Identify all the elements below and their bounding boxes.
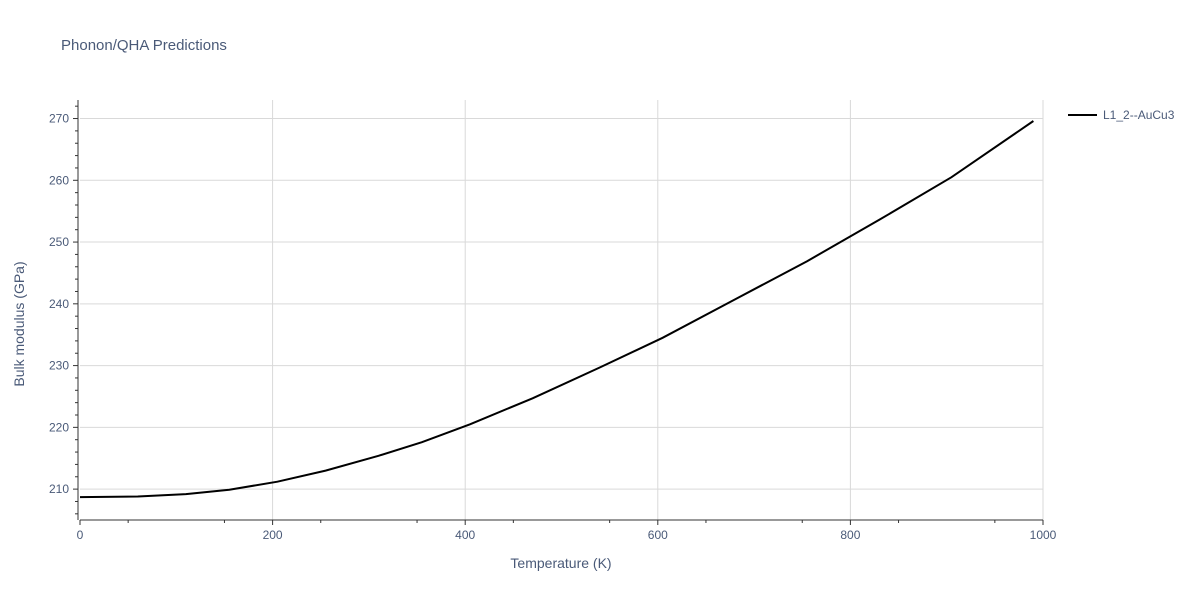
y-axis-title: Bulk modulus (GPa) — [11, 261, 27, 386]
legend-label: L1_2--AuCu3 — [1103, 108, 1175, 122]
y-tick-label: 240 — [49, 297, 69, 311]
x-tick-label: 400 — [455, 528, 475, 542]
series-line — [79, 120, 1034, 499]
y-axis-ticks: 210 220 230 240 250 260 270 — [49, 105, 78, 515]
x-tick-label: 0 — [77, 528, 84, 542]
y-tick-label: 250 — [49, 235, 69, 249]
x-axis-ticks: 0 200 400 600 800 1000 — [77, 520, 1057, 542]
x-tick-label: 600 — [648, 528, 668, 542]
y-gridlines — [80, 118, 1043, 490]
x-tick-label: 200 — [263, 528, 283, 542]
series-layer — [79, 120, 1034, 499]
chart-title: Phonon/QHA Predictions — [61, 37, 227, 54]
y-tick-label: 230 — [49, 359, 69, 373]
y-tick-label: 210 — [49, 482, 69, 496]
y-tick-label: 220 — [49, 420, 69, 434]
y-tick-label: 260 — [49, 173, 69, 187]
legend[interactable]: L1_2--AuCu3 — [1068, 108, 1175, 122]
y-tick-label: 270 — [49, 112, 69, 126]
x-tick-label: 1000 — [1030, 528, 1057, 542]
x-gridlines — [272, 100, 1044, 520]
x-tick-label: 800 — [840, 528, 860, 542]
x-axis-title: Temperature (K) — [510, 555, 611, 571]
